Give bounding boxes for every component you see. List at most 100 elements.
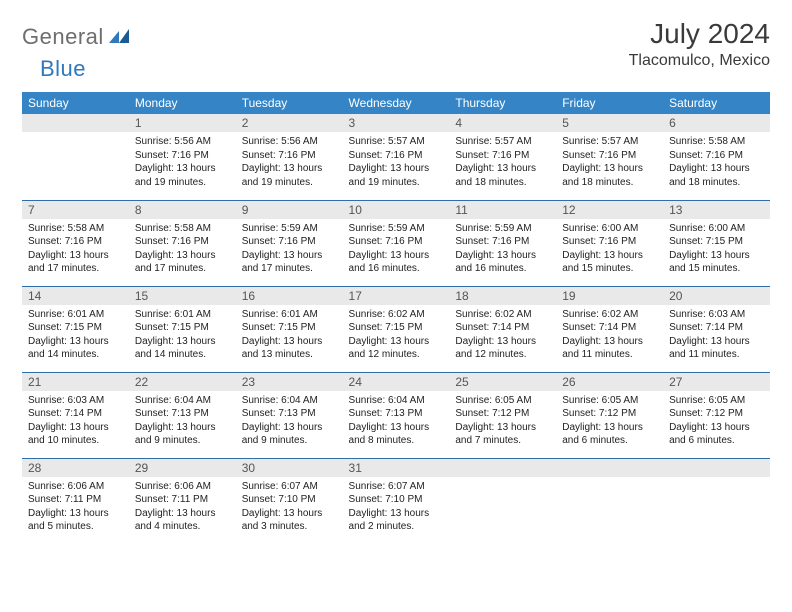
calendar-table: SundayMondayTuesdayWednesdayThursdayFrid… [22, 92, 770, 542]
calendar-cell: 6Sunrise: 5:58 AMSunset: 7:16 PMDaylight… [663, 114, 770, 200]
day-number: 22 [129, 373, 236, 391]
calendar-cell: 3Sunrise: 5:57 AMSunset: 7:16 PMDaylight… [343, 114, 450, 200]
calendar-cell: 18Sunrise: 6:02 AMSunset: 7:14 PMDayligh… [449, 286, 556, 372]
calendar-week: 21Sunrise: 6:03 AMSunset: 7:14 PMDayligh… [22, 372, 770, 458]
day-number [663, 459, 770, 477]
calendar-body: 1Sunrise: 5:56 AMSunset: 7:16 PMDaylight… [22, 114, 770, 542]
calendar-cell: 23Sunrise: 6:04 AMSunset: 7:13 PMDayligh… [236, 372, 343, 458]
calendar-cell: 28Sunrise: 6:06 AMSunset: 7:11 PMDayligh… [22, 458, 129, 542]
day-details: Sunrise: 6:01 AMSunset: 7:15 PMDaylight:… [236, 305, 343, 366]
day-number: 15 [129, 287, 236, 305]
day-header: Saturday [663, 92, 770, 114]
day-number: 16 [236, 287, 343, 305]
day-details: Sunrise: 5:58 AMSunset: 7:16 PMDaylight:… [129, 219, 236, 280]
day-number [449, 459, 556, 477]
calendar-cell [663, 458, 770, 542]
day-details: Sunrise: 6:06 AMSunset: 7:11 PMDaylight:… [129, 477, 236, 538]
day-details: Sunrise: 6:07 AMSunset: 7:10 PMDaylight:… [343, 477, 450, 538]
day-details: Sunrise: 6:00 AMSunset: 7:16 PMDaylight:… [556, 219, 663, 280]
day-number: 19 [556, 287, 663, 305]
day-details: Sunrise: 6:00 AMSunset: 7:15 PMDaylight:… [663, 219, 770, 280]
day-number: 8 [129, 201, 236, 219]
day-header: Monday [129, 92, 236, 114]
calendar-cell: 26Sunrise: 6:05 AMSunset: 7:12 PMDayligh… [556, 372, 663, 458]
day-number: 3 [343, 114, 450, 132]
brand-part2: Blue [22, 56, 86, 81]
day-number: 12 [556, 201, 663, 219]
calendar-cell: 15Sunrise: 6:01 AMSunset: 7:15 PMDayligh… [129, 286, 236, 372]
day-number: 14 [22, 287, 129, 305]
calendar-cell: 2Sunrise: 5:56 AMSunset: 7:16 PMDaylight… [236, 114, 343, 200]
day-details: Sunrise: 6:01 AMSunset: 7:15 PMDaylight:… [22, 305, 129, 366]
calendar-cell: 13Sunrise: 6:00 AMSunset: 7:15 PMDayligh… [663, 200, 770, 286]
day-details: Sunrise: 6:03 AMSunset: 7:14 PMDaylight:… [22, 391, 129, 452]
day-number: 30 [236, 459, 343, 477]
day-details: Sunrise: 5:56 AMSunset: 7:16 PMDaylight:… [236, 132, 343, 193]
calendar-cell: 1Sunrise: 5:56 AMSunset: 7:16 PMDaylight… [129, 114, 236, 200]
month-title: July 2024 [629, 18, 770, 50]
day-details: Sunrise: 6:03 AMSunset: 7:14 PMDaylight:… [663, 305, 770, 366]
day-number: 31 [343, 459, 450, 477]
day-details: Sunrise: 6:01 AMSunset: 7:15 PMDaylight:… [129, 305, 236, 366]
calendar-cell: 17Sunrise: 6:02 AMSunset: 7:15 PMDayligh… [343, 286, 450, 372]
brand-logo: General [22, 18, 131, 50]
day-number: 26 [556, 373, 663, 391]
day-details: Sunrise: 5:59 AMSunset: 7:16 PMDaylight:… [343, 219, 450, 280]
day-details: Sunrise: 5:59 AMSunset: 7:16 PMDaylight:… [236, 219, 343, 280]
calendar-cell: 9Sunrise: 5:59 AMSunset: 7:16 PMDaylight… [236, 200, 343, 286]
day-number: 4 [449, 114, 556, 132]
calendar-cell: 16Sunrise: 6:01 AMSunset: 7:15 PMDayligh… [236, 286, 343, 372]
day-number: 20 [663, 287, 770, 305]
calendar-cell: 12Sunrise: 6:00 AMSunset: 7:16 PMDayligh… [556, 200, 663, 286]
day-number: 6 [663, 114, 770, 132]
day-number: 13 [663, 201, 770, 219]
day-details: Sunrise: 6:04 AMSunset: 7:13 PMDaylight:… [129, 391, 236, 452]
calendar-week: 1Sunrise: 5:56 AMSunset: 7:16 PMDaylight… [22, 114, 770, 200]
calendar-cell: 4Sunrise: 5:57 AMSunset: 7:16 PMDaylight… [449, 114, 556, 200]
calendar-week: 28Sunrise: 6:06 AMSunset: 7:11 PMDayligh… [22, 458, 770, 542]
day-number: 21 [22, 373, 129, 391]
calendar-cell: 11Sunrise: 5:59 AMSunset: 7:16 PMDayligh… [449, 200, 556, 286]
day-number: 11 [449, 201, 556, 219]
day-number: 5 [556, 114, 663, 132]
day-details: Sunrise: 6:02 AMSunset: 7:14 PMDaylight:… [556, 305, 663, 366]
day-number: 9 [236, 201, 343, 219]
day-header: Wednesday [343, 92, 450, 114]
day-details: Sunrise: 6:04 AMSunset: 7:13 PMDaylight:… [236, 391, 343, 452]
calendar-cell: 8Sunrise: 5:58 AMSunset: 7:16 PMDaylight… [129, 200, 236, 286]
day-details: Sunrise: 5:57 AMSunset: 7:16 PMDaylight:… [556, 132, 663, 193]
calendar-cell: 22Sunrise: 6:04 AMSunset: 7:13 PMDayligh… [129, 372, 236, 458]
day-number: 27 [663, 373, 770, 391]
day-details: Sunrise: 5:56 AMSunset: 7:16 PMDaylight:… [129, 132, 236, 193]
calendar-cell: 10Sunrise: 5:59 AMSunset: 7:16 PMDayligh… [343, 200, 450, 286]
day-number: 24 [343, 373, 450, 391]
calendar-cell: 27Sunrise: 6:05 AMSunset: 7:12 PMDayligh… [663, 372, 770, 458]
day-number: 10 [343, 201, 450, 219]
day-header: Friday [556, 92, 663, 114]
calendar-cell: 14Sunrise: 6:01 AMSunset: 7:15 PMDayligh… [22, 286, 129, 372]
day-header: Sunday [22, 92, 129, 114]
day-number: 2 [236, 114, 343, 132]
day-number: 17 [343, 287, 450, 305]
calendar-cell: 25Sunrise: 6:05 AMSunset: 7:12 PMDayligh… [449, 372, 556, 458]
calendar-header-row: SundayMondayTuesdayWednesdayThursdayFrid… [22, 92, 770, 114]
calendar-cell: 30Sunrise: 6:07 AMSunset: 7:10 PMDayligh… [236, 458, 343, 542]
day-details: Sunrise: 6:02 AMSunset: 7:15 PMDaylight:… [343, 305, 450, 366]
day-details: Sunrise: 6:05 AMSunset: 7:12 PMDaylight:… [663, 391, 770, 452]
calendar-cell [449, 458, 556, 542]
day-number [22, 114, 129, 132]
brand-part1: General [22, 24, 104, 50]
day-number: 1 [129, 114, 236, 132]
day-details: Sunrise: 5:58 AMSunset: 7:16 PMDaylight:… [22, 219, 129, 280]
day-details: Sunrise: 6:05 AMSunset: 7:12 PMDaylight:… [556, 391, 663, 452]
day-details: Sunrise: 6:05 AMSunset: 7:12 PMDaylight:… [449, 391, 556, 452]
calendar-cell: 5Sunrise: 5:57 AMSunset: 7:16 PMDaylight… [556, 114, 663, 200]
day-details: Sunrise: 6:07 AMSunset: 7:10 PMDaylight:… [236, 477, 343, 538]
calendar-cell: 21Sunrise: 6:03 AMSunset: 7:14 PMDayligh… [22, 372, 129, 458]
day-details: Sunrise: 5:57 AMSunset: 7:16 PMDaylight:… [343, 132, 450, 193]
day-details: Sunrise: 6:04 AMSunset: 7:13 PMDaylight:… [343, 391, 450, 452]
day-details: Sunrise: 6:06 AMSunset: 7:11 PMDaylight:… [22, 477, 129, 538]
calendar-week: 7Sunrise: 5:58 AMSunset: 7:16 PMDaylight… [22, 200, 770, 286]
calendar-cell: 7Sunrise: 5:58 AMSunset: 7:16 PMDaylight… [22, 200, 129, 286]
calendar-cell: 20Sunrise: 6:03 AMSunset: 7:14 PMDayligh… [663, 286, 770, 372]
